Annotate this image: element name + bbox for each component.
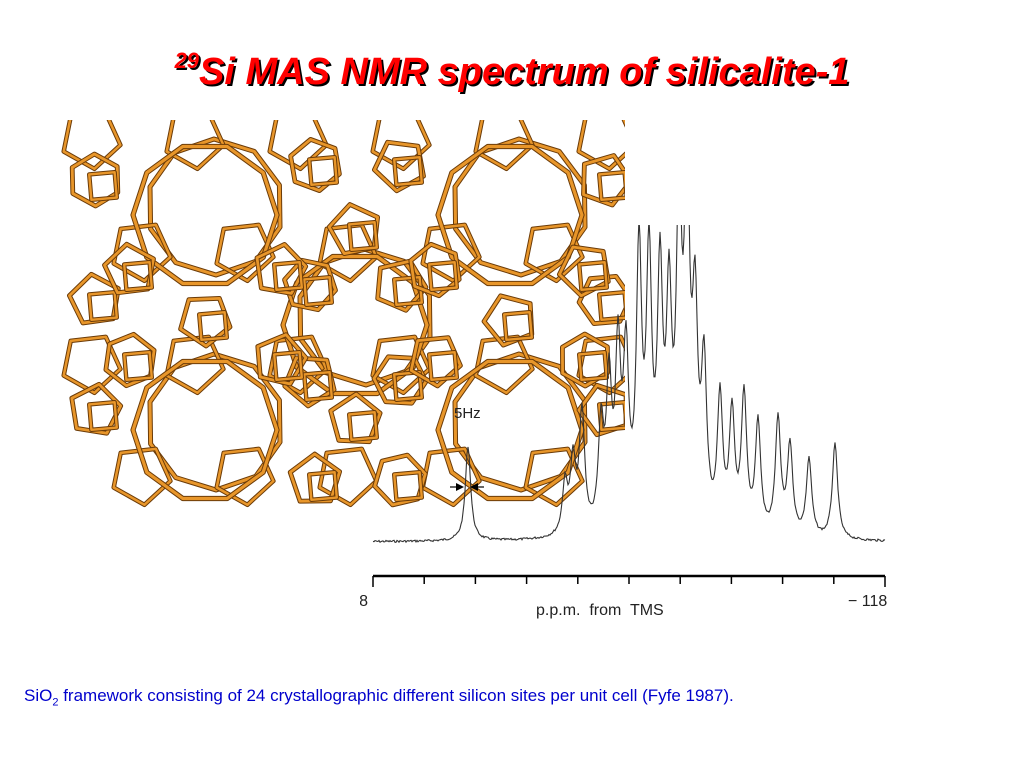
framework-ring: [503, 310, 533, 342]
slide-title: 29Si MAS NMR spectrum of silicalite-1: [0, 48, 1024, 94]
caption-pre: SiO: [24, 686, 53, 705]
framework-ring: [372, 140, 425, 193]
framework-ring: [302, 275, 333, 307]
framework-ring: [428, 350, 458, 381]
framework-ring: [88, 290, 118, 322]
axis-right-label: − 118: [848, 593, 887, 610]
framework-ring: [283, 258, 337, 312]
framework-ring: [272, 260, 304, 292]
framework-ring: [88, 171, 118, 202]
framework-ring: [302, 370, 333, 401]
framework-ring: [215, 223, 275, 283]
framework-ring: [373, 453, 427, 507]
framework-ring: [393, 471, 423, 501]
framework-ring: [393, 156, 423, 187]
framework-ring: [393, 370, 423, 401]
framework-ring: [598, 290, 625, 322]
framework-ring: [409, 336, 462, 388]
axis-title: p.p.m. from TMS: [536, 602, 664, 619]
framework-ring: [307, 471, 338, 501]
framework-ring: [103, 242, 155, 295]
framework-ring: [131, 144, 279, 286]
caption-post: framework consisting of 24 crystallograp…: [58, 686, 734, 705]
framework-ring: [112, 447, 172, 507]
framework-ring: [376, 259, 428, 312]
framework-ring: [524, 447, 584, 507]
framework-ring: [582, 154, 625, 207]
framework-ring: [122, 260, 154, 292]
framework-ring: [578, 350, 608, 381]
framework-ring: [268, 120, 328, 171]
framework-ring: [62, 120, 122, 171]
framework-ring: [288, 452, 342, 503]
framework-ring: [318, 447, 378, 507]
linewidth-arrowhead-left: [456, 483, 464, 491]
framework-ring: [560, 332, 609, 388]
framework-ring: [318, 223, 378, 283]
framework-ring: [598, 401, 625, 431]
framework-ring: [436, 359, 584, 501]
framework-ring: [348, 411, 378, 441]
framework-ring: [122, 350, 154, 381]
framework-ring: [428, 260, 458, 292]
framework-ring: [348, 220, 378, 252]
framework-ring: [577, 274, 625, 326]
framework-ring: [307, 156, 338, 187]
title-superscript: 29: [174, 48, 200, 73]
framework-ring: [598, 171, 625, 202]
framework-ring: [255, 243, 308, 295]
silicalite-framework-image: [61, 120, 625, 508]
linewidth-label: 5Hz: [454, 405, 481, 422]
nmr-spectrum: 5Hz −108 − 118 p.p.m. from TMS: [360, 225, 887, 619]
framework-ring: [215, 447, 275, 507]
framework-ring: [474, 335, 534, 395]
framework-ring: [70, 152, 120, 208]
framework-ring: [131, 359, 279, 501]
framework-ring: [197, 310, 229, 342]
slide-caption: SiO2 framework consisting of 24 crystall…: [24, 686, 734, 708]
axis-left-label: −108: [360, 593, 368, 610]
linewidth-arrowhead-right: [470, 483, 478, 491]
framework-ring: [557, 245, 610, 298]
framework-ring: [474, 120, 534, 171]
framework-ring: [371, 120, 431, 171]
title-text: Si MAS NMR spectrum of silicalite-1: [199, 51, 850, 93]
framework-ring: [409, 242, 461, 298]
ppm-axis-ticks: [372, 576, 886, 587]
framework-ring: [393, 275, 423, 307]
framework-ring: [179, 296, 232, 348]
framework-ring: [88, 401, 118, 431]
framework-ring: [165, 120, 225, 171]
framework-ring: [272, 350, 304, 381]
framework-ring: [70, 382, 123, 435]
framework-ring: [578, 260, 608, 292]
framework-ring: [436, 144, 584, 286]
framework-ring: [289, 137, 341, 192]
framework-ring: [577, 120, 625, 171]
framework-front-layer: [66, 136, 625, 508]
caption-subscript: 2: [52, 696, 59, 709]
spectrum-trace: [372, 225, 886, 544]
